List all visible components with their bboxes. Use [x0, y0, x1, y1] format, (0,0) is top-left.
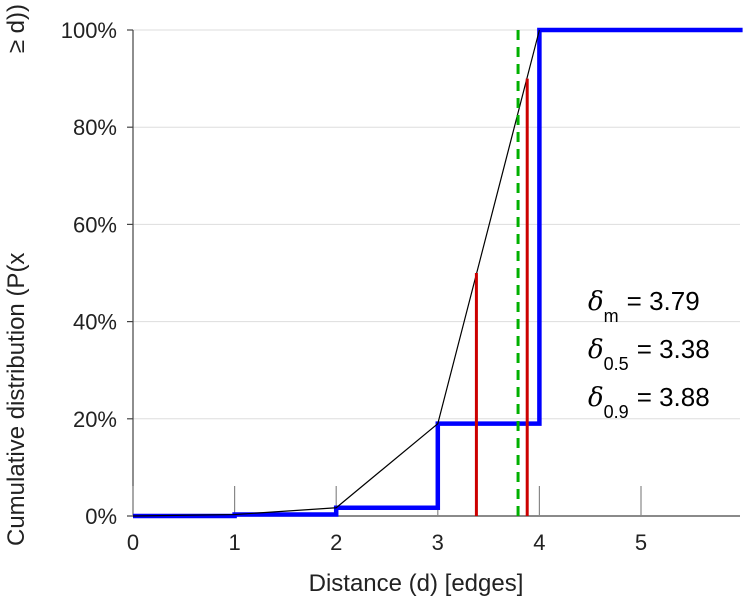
y-tick-label-0: 0% [85, 504, 117, 529]
x-axis-label: Distance (d) [edges] [309, 570, 524, 597]
ticks: 0% 20% 40% 60% 80% 100% 0 1 2 3 4 5 [61, 18, 647, 555]
stat-value: = 3.79 [627, 286, 700, 316]
y-tick-label-4: 80% [73, 115, 117, 140]
delta-symbol: δ [588, 287, 604, 317]
grid-lines [133, 29, 740, 420]
y-axis-label-part2: ≥ d)) [3, 4, 30, 53]
delta-subscript: 0.9 [604, 402, 629, 422]
y-axis-label-part1: Cumulative distribution (P(x [3, 253, 30, 546]
stat-value: = 3.88 [637, 382, 710, 412]
x-tick-label-4: 4 [533, 530, 545, 555]
x-tick-label-1: 1 [228, 530, 240, 555]
y-tick-label-5: 100% [61, 18, 117, 43]
stat-annotation-1: δ0.5 = 3.38 [588, 334, 710, 374]
delta-subscript: m [604, 306, 619, 326]
cdf-step-line [133, 27, 743, 519]
x-tick-label-5: 5 [635, 530, 647, 555]
y-tick-label-1: 20% [73, 407, 117, 432]
reference-lines [474, 30, 529, 516]
cdf-interpolated-line [132, 29, 540, 517]
x-tick-label-2: 2 [330, 530, 342, 555]
x-tick-label-3: 3 [432, 530, 444, 555]
delta-symbol: δ [588, 383, 604, 413]
stat-annotation-0: δm = 3.79 [588, 286, 700, 326]
stat-annotation-2: δ0.9 = 3.88 [588, 382, 710, 422]
series-group [132, 27, 743, 519]
delta-subscript: 0.5 [604, 354, 629, 374]
delta-symbol: δ [588, 335, 604, 365]
x-tick-label-0: 0 [127, 530, 139, 555]
y-axis-label: Cumulative distribution (P(x ≥ d)) [3, 4, 30, 546]
y-tick-label-3: 60% [73, 212, 117, 237]
stat-value: = 3.38 [637, 334, 710, 364]
y-tick-label-2: 40% [73, 310, 117, 335]
